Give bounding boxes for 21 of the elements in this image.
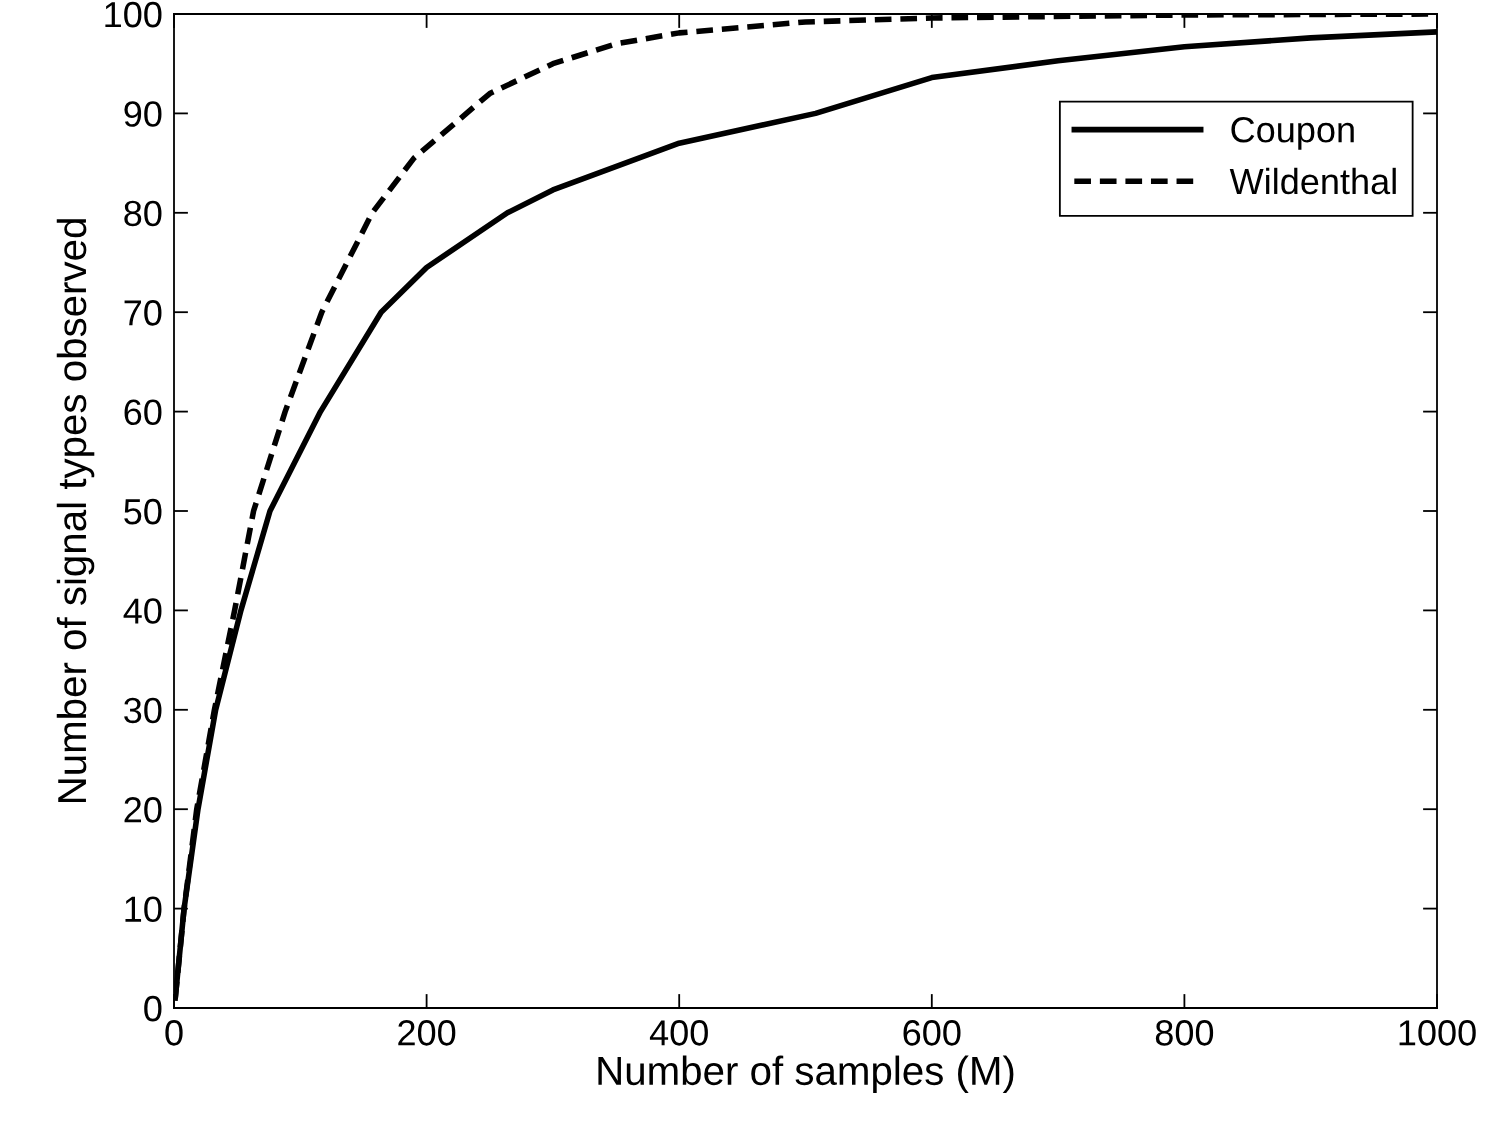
x-tick-label: 1000: [1399, 1020, 1476, 1046]
x-tick-label: 400: [649, 1020, 708, 1046]
y-tick-label: 0: [144, 995, 162, 1022]
x-tick-label: 0: [165, 1020, 183, 1046]
y-tick-label: 20: [124, 797, 162, 823]
y-tick-label: 100: [105, 1, 162, 28]
y-tick-label: 60: [124, 399, 162, 426]
x-tick-label: 200: [398, 1020, 456, 1046]
y-tick-label: 70: [124, 300, 162, 326]
legend-label: Coupon: [1231, 117, 1354, 150]
legend-label: Wildenthal: [1229, 167, 1396, 195]
y-tick-label: 30: [124, 697, 162, 724]
y-tick-label: 90: [124, 101, 162, 127]
x-tick-label: 800: [1155, 1020, 1214, 1046]
y-tick-label: 40: [123, 598, 162, 624]
y-tick-label: 50: [124, 498, 162, 525]
x-tick-label: 600: [903, 1020, 961, 1046]
x-axis-title: Number of samples (M): [598, 1055, 1014, 1094]
y-tick-label: 10: [125, 896, 162, 923]
y-tick-label: 80: [124, 200, 162, 227]
y-axis-title: Number of signal types observed: [56, 219, 95, 803]
